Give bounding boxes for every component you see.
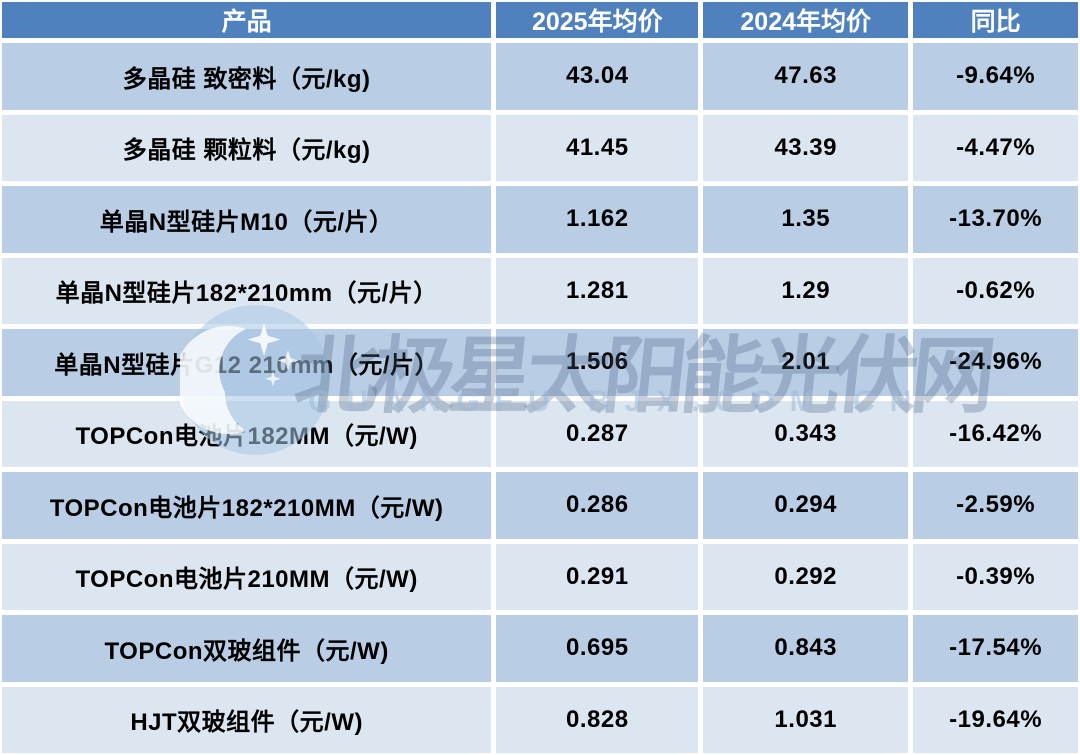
price-2024-cell: 43.39 — [703, 114, 909, 181]
product-cell: 多晶硅 颗粒料（元/kg) — [2, 114, 492, 181]
table-row: 多晶硅 颗粒料（元/kg) 41.45 43.39 -4.47% — [2, 114, 1078, 181]
price-2024-cell: 2.01 — [703, 329, 909, 396]
product-cell: 单晶N型硅片G12 210mm（元/片） — [2, 329, 492, 396]
col-header-product: 产品 — [2, 2, 492, 38]
product-cell: 多晶硅 致密料（元/kg) — [2, 43, 492, 110]
price-2024-cell: 0.843 — [703, 615, 909, 682]
product-cell: TOPCon电池片182MM（元/W) — [2, 400, 492, 467]
yoy-cell: -24.96% — [913, 329, 1078, 396]
price-2025-cell: 0.695 — [496, 615, 699, 682]
table-row: TOPCon电池片210MM（元/W) 0.291 0.292 -0.39% — [2, 543, 1078, 610]
price-2025-cell: 0.291 — [496, 543, 699, 610]
price-2025-cell: 43.04 — [496, 43, 699, 110]
table-row: 单晶N型硅片182*210mm（元/片） 1.281 1.29 -0.62% — [2, 257, 1078, 324]
price-2024-cell: 1.35 — [703, 186, 909, 253]
col-header-yoy: 同比 — [913, 2, 1078, 38]
col-header-2025-avg: 2025年均价 — [496, 2, 699, 38]
table-row: TOPCon电池片182*210MM（元/W) 0.286 0.294 -2.5… — [2, 472, 1078, 539]
table-row: HJT双玻组件（元/W) 0.828 1.031 -19.64% — [2, 686, 1078, 753]
price-2024-cell: 1.29 — [703, 257, 909, 324]
table-row: TOPCon电池片182MM（元/W) 0.287 0.343 -16.42% — [2, 400, 1078, 467]
product-cell: 单晶N型硅片M10（元/片） — [2, 186, 492, 253]
price-2024-cell: 0.343 — [703, 400, 909, 467]
table-row: 单晶N型硅片M10（元/片） 1.162 1.35 -13.70% — [2, 186, 1078, 253]
yoy-cell: -2.59% — [913, 472, 1078, 539]
product-cell: TOPCon电池片182*210MM（元/W) — [2, 472, 492, 539]
yoy-cell: -19.64% — [913, 686, 1078, 753]
price-2024-cell: 1.031 — [703, 686, 909, 753]
yoy-cell: -17.54% — [913, 615, 1078, 682]
product-cell: 单晶N型硅片182*210mm（元/片） — [2, 257, 492, 324]
yoy-cell: -4.47% — [913, 114, 1078, 181]
table-row: 多晶硅 致密料（元/kg) 43.04 47.63 -9.64% — [2, 43, 1078, 110]
price-2025-cell: 1.506 — [496, 329, 699, 396]
product-cell: HJT双玻组件（元/W) — [2, 686, 492, 753]
price-2024-cell: 0.292 — [703, 543, 909, 610]
price-2025-cell: 0.828 — [496, 686, 699, 753]
product-cell: TOPCon双玻组件（元/W) — [2, 615, 492, 682]
yoy-cell: -13.70% — [913, 186, 1078, 253]
price-2025-cell: 1.281 — [496, 257, 699, 324]
yoy-cell: -16.42% — [913, 400, 1078, 467]
product-cell: TOPCon电池片210MM（元/W) — [2, 543, 492, 610]
price-2024-cell: 47.63 — [703, 43, 909, 110]
price-2025-cell: 1.162 — [496, 186, 699, 253]
table-row: TOPCon双玻组件（元/W) 0.695 0.843 -17.54% — [2, 615, 1078, 682]
price-2025-cell: 41.45 — [496, 114, 699, 181]
yoy-cell: -0.62% — [913, 257, 1078, 324]
price-2025-cell: 0.287 — [496, 400, 699, 467]
yoy-cell: -9.64% — [913, 43, 1078, 110]
header-row: 产品 2025年均价 2024年均价 同比 — [2, 2, 1078, 38]
col-header-2024-avg: 2024年均价 — [703, 2, 909, 38]
table-row: 单晶N型硅片G12 210mm（元/片） 1.506 2.01 -24.96% — [2, 329, 1078, 396]
price-2024-cell: 0.294 — [703, 472, 909, 539]
price-2025-cell: 0.286 — [496, 472, 699, 539]
yoy-cell: -0.39% — [913, 543, 1078, 610]
